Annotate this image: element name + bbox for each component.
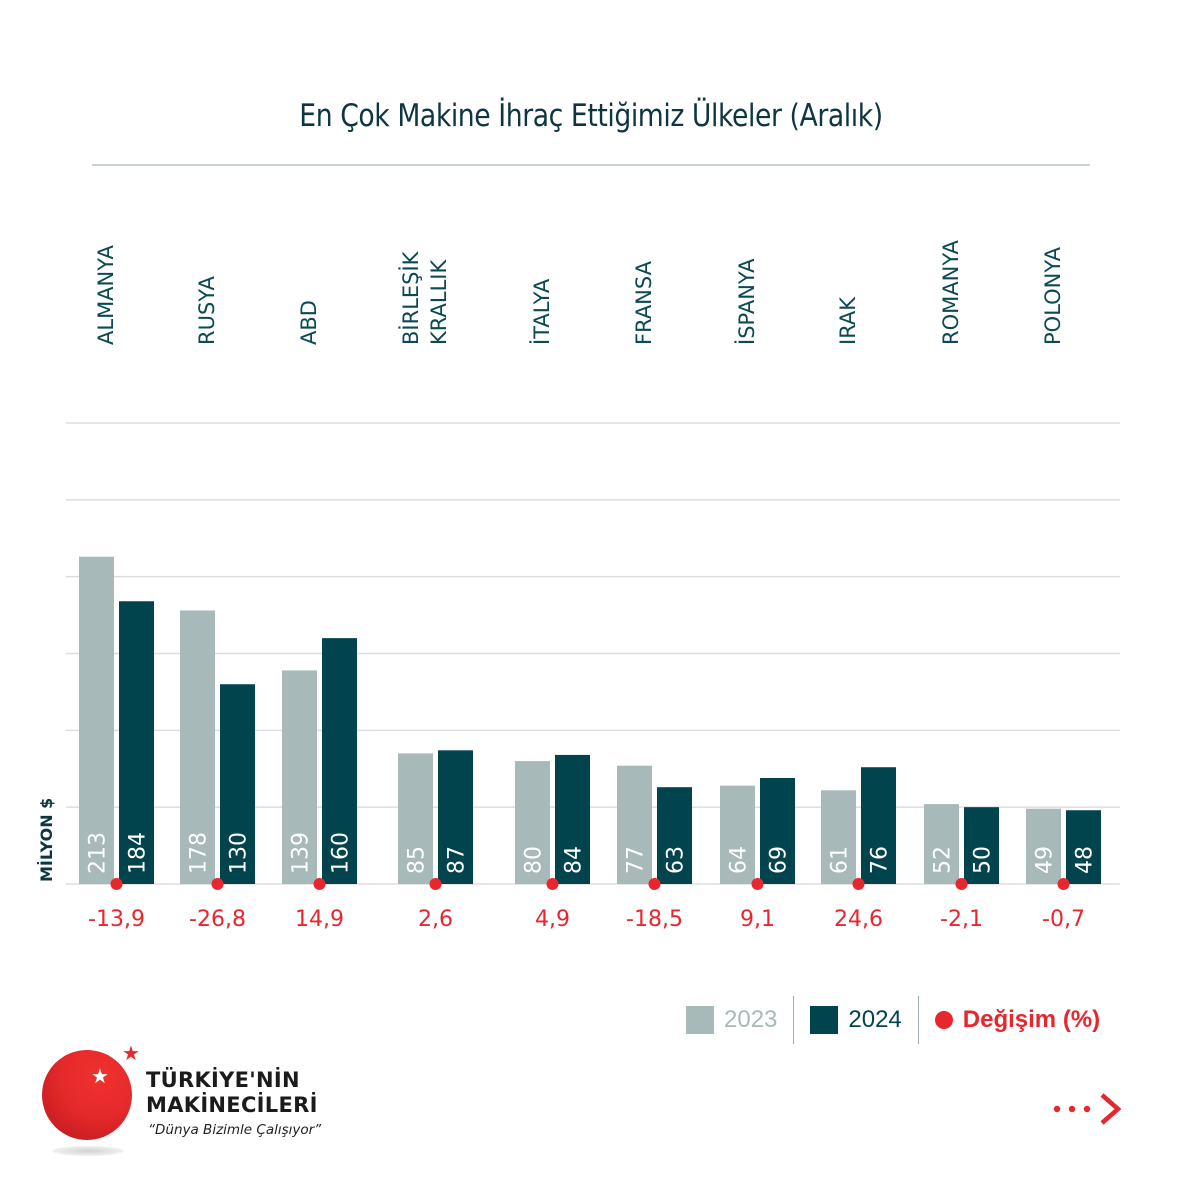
- change-dot: [313, 878, 326, 890]
- change-label: 9,1: [740, 907, 775, 932]
- category-label: KRALLIK: [427, 259, 451, 345]
- legend: 2023 2024 Değişim (%): [686, 996, 1100, 1044]
- category-label: İTALYA: [529, 278, 554, 345]
- change-label: -18,5: [626, 907, 683, 932]
- change-dot: [852, 878, 865, 890]
- change-label: 2,6: [418, 907, 453, 932]
- category-label: ABD: [297, 300, 321, 345]
- category-label: RUSYA: [195, 276, 219, 345]
- bar-value-label: 85: [405, 846, 430, 874]
- star-icon: ★: [91, 1066, 109, 1088]
- change-label: -13,9: [88, 907, 145, 932]
- bar-2024: [438, 750, 473, 884]
- y-axis-label: MİLYON $: [37, 798, 56, 882]
- category-label: POLONYA: [1041, 246, 1065, 345]
- bar-value-label: 49: [1033, 846, 1058, 874]
- bar-2024: [322, 638, 357, 884]
- bar-2023: [1026, 808, 1061, 884]
- chart-title: En Çok Makine İhraç Ettiğimiz Ülkeler (A…: [299, 98, 883, 134]
- bar-2024: [657, 787, 692, 884]
- bar-2023: [398, 753, 433, 884]
- bar-value-label: 76: [868, 846, 893, 874]
- bar-2024: [760, 777, 795, 884]
- bar-2024: [555, 754, 590, 884]
- bar-2024: [964, 807, 999, 884]
- bar-value-label: 184: [126, 832, 151, 874]
- bar-value-label: 69: [767, 846, 792, 874]
- star-icon: ★: [122, 1043, 140, 1065]
- bar-value-label: 52: [931, 846, 956, 874]
- bar-2024: [861, 767, 896, 884]
- change-dot: [110, 878, 123, 890]
- category-label: BİRLEŞİK: [398, 250, 423, 345]
- bar-value-label: 64: [727, 846, 752, 874]
- bar-value-label: 50: [971, 846, 996, 874]
- bar-value-label: 130: [227, 832, 252, 874]
- next-page-button[interactable]: [1052, 1092, 1124, 1126]
- category-label: ALMANYA: [94, 245, 118, 345]
- bar-value-label: 84: [562, 846, 587, 874]
- bar-value-label: 87: [445, 846, 470, 874]
- bar-2023: [821, 790, 856, 884]
- bar-2023: [180, 610, 215, 884]
- legend-dot-icon: [934, 1011, 953, 1029]
- change-dot: [211, 878, 224, 890]
- bar-2023: [617, 765, 652, 884]
- bar-value-label: 77: [624, 846, 649, 874]
- logo-shadow: [52, 1146, 124, 1156]
- brand-name-line2: MAKİNECİLERİ: [146, 1093, 318, 1117]
- bar-value-label: 80: [522, 846, 547, 874]
- bar-2024: [119, 601, 154, 884]
- bar-2023: [79, 556, 114, 884]
- brand-slogan: “Dünya Bizimle Çalışıyor”: [148, 1122, 322, 1138]
- category-label: ROMANYA: [939, 239, 963, 345]
- change-dot: [955, 878, 968, 890]
- change-dot: [648, 878, 661, 890]
- change-dot: [1057, 878, 1070, 890]
- category-label: IRAK: [836, 296, 860, 345]
- legend-swatch-2024: [810, 1006, 839, 1034]
- legend-item-2024: 2024: [810, 1006, 902, 1034]
- change-label: 14,9: [295, 907, 344, 932]
- legend-label-2024: 2024: [848, 1006, 902, 1033]
- bar-chart: MİLYON $ 213 184 -13,9 ALMANYA 178 130 -26,8 RUS…: [37, 239, 1120, 932]
- change-dot: [546, 878, 559, 890]
- brand-name: TÜRKİYE'NİN MAKİNECİLERİ: [146, 1068, 318, 1118]
- change-label: -2,1: [940, 907, 983, 932]
- bar-2023: [924, 804, 959, 884]
- title-divider: [92, 164, 1090, 166]
- bar-value-label: 48: [1073, 846, 1098, 874]
- bar-value-label: 160: [329, 832, 354, 874]
- bar-value-label: 61: [828, 846, 853, 874]
- logo-red-sphere: [42, 1050, 132, 1140]
- bar-2023: [515, 761, 550, 884]
- brand-name-line1: TÜRKİYE'NİN: [146, 1068, 300, 1092]
- bar-value-label: 139: [289, 832, 314, 874]
- legend-item-change: Değişim (%): [934, 1006, 1101, 1034]
- change-label: 24,6: [834, 907, 883, 932]
- change-label: -26,8: [189, 907, 246, 932]
- bar-2024: [1066, 810, 1101, 884]
- legend-label-change: Değişim (%): [962, 1006, 1101, 1033]
- bar-value-label: 213: [86, 832, 111, 874]
- category-label: İSPANYA: [734, 258, 759, 345]
- bar-2024: [220, 684, 255, 884]
- change-dot: [751, 878, 764, 890]
- dots-chevron-right-icon: [1053, 1093, 1122, 1125]
- bar-2023: [720, 785, 755, 884]
- brand-logo: ★ ★ TÜRKİYE'NİN MAKİNECİLERİ “Dünya Bizi…: [42, 1044, 342, 1170]
- legend-label-2023: 2023: [724, 1006, 778, 1033]
- change-dot: [429, 878, 442, 890]
- category-label: FRANSA: [632, 260, 656, 345]
- legend-item-2023: 2023: [686, 1006, 777, 1034]
- change-label: -0,7: [1042, 907, 1085, 932]
- bar-value-label: 178: [187, 832, 212, 874]
- change-label: 4,9: [535, 907, 570, 932]
- legend-divider: [917, 996, 919, 1044]
- bar-value-label: 63: [664, 846, 689, 874]
- bar-2023: [282, 670, 317, 884]
- legend-swatch-2023: [686, 1006, 714, 1034]
- legend-divider: [793, 996, 795, 1044]
